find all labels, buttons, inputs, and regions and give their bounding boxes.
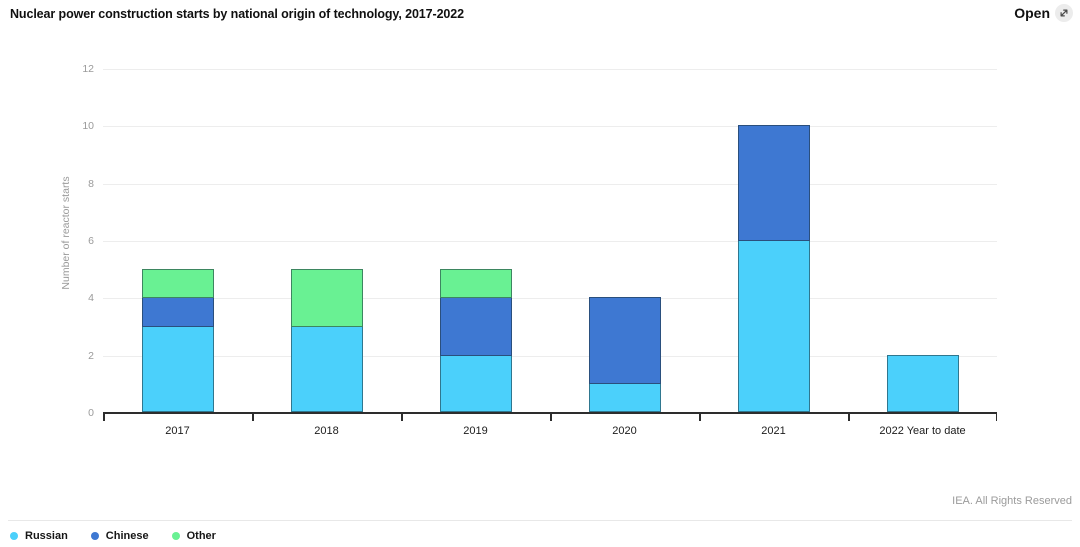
y-axis-tick-label: 12 [82,63,94,75]
x-axis-label-2018: 2018 [314,425,339,437]
legend-label-other: Other [186,530,216,542]
legend-swatch-other [171,532,180,540]
open-button[interactable]: Open [1014,4,1073,22]
x-axis-label-2019: 2019 [463,425,488,437]
bar-2018-russian[interactable] [290,326,363,412]
x-axis-tick [103,414,105,421]
open-button-label: Open [1014,5,1050,21]
footer-divider [8,520,1072,521]
legend-item-russian[interactable]: Russian [10,530,68,542]
x-axis-tick [401,414,403,421]
x-axis-tick [848,414,850,421]
x-axis-label-2022-year-to-date: 2022 Year to date [879,425,966,437]
bar-2020-chinese[interactable] [588,297,661,385]
y-axis-tick-label: 0 [88,407,94,419]
gridline-y-2 [103,355,997,357]
legend-item-other[interactable]: Other [171,530,216,542]
y-axis-title: Number of reactor starts [60,176,72,290]
bar-2017-other[interactable] [141,268,214,299]
bar-2018-other[interactable] [290,268,363,327]
legend-label-russian: Russian [25,530,68,542]
bar-2022-year-to-date-russian[interactable] [886,354,959,412]
y-axis-tick-label: 6 [88,235,94,247]
chart-title: Nuclear power construction starts by nat… [10,7,464,21]
y-axis-tick-label: 8 [88,177,94,190]
y-axis-tick-label: 4 [88,292,94,305]
bar-2019-chinese[interactable] [439,297,512,356]
gridline-y-10 [103,126,997,128]
bar-2017-chinese[interactable] [141,297,214,327]
x-axis-tick [699,414,701,421]
expand-arrow-icon [1055,4,1073,22]
gridline-y-8 [103,183,997,185]
y-axis-tick-label: 2 [88,349,94,362]
chart-legend: Russian Chinese Other [10,530,216,542]
x-axis-label-2021: 2021 [761,425,786,437]
legend-swatch-russian [10,532,18,540]
x-axis-tick [550,414,552,421]
gridline-y-4 [103,298,997,300]
plot-area: 0 2 4 6 8 10 12 2017 2018 2019 2020 2021 2022 Year t… [82,63,997,437]
bar-2019-other[interactable] [439,268,512,299]
gridline-y-6 [103,241,997,242]
gridline-y-12 [103,69,997,70]
x-axis-label-2020: 2020 [612,425,637,437]
x-axis-line [103,412,997,414]
x-axis-tick [995,414,997,421]
bar-2020-russian[interactable] [588,383,661,412]
x-axis-label-2017: 2017 [165,425,190,437]
attribution-text: IEA. All Rights Reserved [952,495,1072,507]
legend-item-chinese[interactable]: Chinese [90,530,149,542]
bar-2019-russian[interactable] [439,354,512,412]
x-axis-tick [252,414,254,421]
legend-label-chinese: Chinese [105,530,149,542]
bar-2017-russian[interactable] [141,326,214,412]
y-axis-tick-label: 10 [82,120,94,133]
bar-2021-russian[interactable] [737,240,810,412]
bar-2021-chinese[interactable] [737,125,810,241]
legend-swatch-chinese [90,532,99,540]
